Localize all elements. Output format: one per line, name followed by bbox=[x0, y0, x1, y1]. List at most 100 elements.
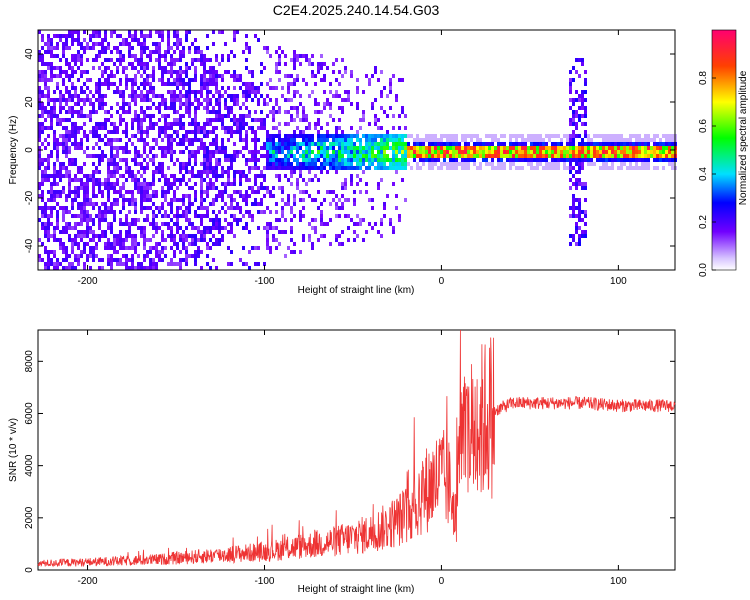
spectrogram-cell bbox=[260, 182, 263, 186]
spectrogram-cell bbox=[86, 174, 89, 178]
spectrogram-cell bbox=[161, 126, 164, 130]
spectrogram-cell bbox=[107, 82, 110, 86]
spectrogram-cell bbox=[191, 234, 194, 238]
spectrogram-cell bbox=[569, 150, 572, 154]
spectrogram-cell bbox=[197, 214, 200, 218]
spectrogram-cell bbox=[83, 214, 86, 218]
spectrogram-cell bbox=[119, 242, 122, 246]
spectrogram-cell bbox=[41, 70, 44, 74]
spectrogram-cell bbox=[185, 130, 188, 134]
spectrogram-cell bbox=[170, 70, 173, 74]
spectrogram-cell bbox=[83, 246, 86, 250]
spectrogram-cell bbox=[215, 162, 218, 166]
spectrogram-cell bbox=[182, 174, 185, 178]
spectrogram-cell bbox=[254, 118, 257, 122]
spectrogram-cell bbox=[146, 130, 149, 134]
spectrogram-cell bbox=[215, 82, 218, 86]
spectrogram-cell bbox=[311, 90, 314, 94]
spectrogram-cell bbox=[53, 110, 56, 114]
spectrogram-cell bbox=[56, 150, 59, 154]
spectrogram-cell bbox=[281, 214, 284, 218]
spectrogram-cell bbox=[116, 250, 119, 254]
spectrogram-cell bbox=[80, 254, 83, 258]
spectrogram-cell bbox=[155, 58, 158, 62]
spectrogram-cell bbox=[500, 166, 503, 170]
spectrogram-cell bbox=[68, 150, 71, 154]
spectrogram-cell bbox=[167, 78, 170, 82]
spectrogram-cell bbox=[116, 182, 119, 186]
spectrogram-cell bbox=[434, 134, 437, 138]
spectrogram-cell bbox=[191, 154, 194, 158]
spectrogram-cell bbox=[140, 50, 143, 54]
spectrogram-cell bbox=[242, 122, 245, 126]
spectrogram-cell bbox=[623, 158, 626, 162]
spectrogram-cell bbox=[104, 206, 107, 210]
spectrogram-cell bbox=[89, 114, 92, 118]
spectrogram-cell bbox=[461, 166, 464, 170]
spectrogram-cell bbox=[302, 190, 305, 194]
spectrogram-cell bbox=[284, 166, 287, 170]
spectrogram-cell bbox=[167, 226, 170, 230]
spectrogram-cell bbox=[140, 98, 143, 102]
spectrogram-cell bbox=[545, 154, 548, 158]
spectrogram-cell bbox=[578, 234, 581, 238]
spectrogram-cell bbox=[179, 74, 182, 78]
spectrogram-cell bbox=[44, 246, 47, 250]
spectrogram-cell bbox=[350, 162, 353, 166]
spectrogram-cell bbox=[161, 206, 164, 210]
spectrogram-cell bbox=[56, 66, 59, 70]
spectrogram-cell bbox=[92, 194, 95, 198]
spectrogram-cell bbox=[194, 238, 197, 242]
spectrogram-cell bbox=[80, 202, 83, 206]
spectrogram-cell bbox=[131, 238, 134, 242]
spectrogram-cell bbox=[572, 198, 575, 202]
spectrogram-cell bbox=[131, 242, 134, 246]
spectrogram-cell bbox=[119, 158, 122, 162]
spectrogram-cell bbox=[116, 242, 119, 246]
spectrogram-cell bbox=[284, 146, 287, 150]
spectrogram-cell bbox=[200, 90, 203, 94]
spectrogram-cell bbox=[257, 226, 260, 230]
spectrogram-cell bbox=[74, 110, 77, 114]
spectrogram-cell bbox=[233, 206, 236, 210]
spectrogram-cell bbox=[572, 78, 575, 82]
spectrogram-cell bbox=[377, 118, 380, 122]
spectrogram-cell bbox=[449, 162, 452, 166]
spectrogram-cell bbox=[194, 174, 197, 178]
spectrogram-cell bbox=[290, 210, 293, 214]
spectrogram-cell bbox=[584, 198, 587, 202]
spectrogram-cell bbox=[206, 86, 209, 90]
spectrogram-cell bbox=[101, 218, 104, 222]
spectrogram-cell bbox=[497, 154, 500, 158]
spectrogram-cell bbox=[197, 226, 200, 230]
spectrogram-cell bbox=[212, 130, 215, 134]
spectrogram-cell bbox=[161, 66, 164, 70]
spectrogram-cell bbox=[569, 86, 572, 90]
spectrogram-cell bbox=[227, 54, 230, 58]
spectrogram-cell bbox=[185, 170, 188, 174]
spectrogram-cell bbox=[206, 210, 209, 214]
spectrogram-cell bbox=[545, 146, 548, 150]
spectrogram-cell bbox=[71, 142, 74, 146]
spectrogram-cell bbox=[41, 190, 44, 194]
spectrogram-cell bbox=[59, 34, 62, 38]
spectrogram-cell bbox=[254, 130, 257, 134]
spectrogram-cell bbox=[182, 94, 185, 98]
spectrogram-cell bbox=[329, 82, 332, 86]
spectrogram-cell bbox=[188, 158, 191, 162]
spectrogram-cell bbox=[215, 242, 218, 246]
spectrogram-cell bbox=[47, 162, 50, 166]
spectrogram-cell bbox=[164, 106, 167, 110]
spectrogram-cell bbox=[572, 138, 575, 142]
spectrogram-cell bbox=[41, 158, 44, 162]
spectrogram-cell bbox=[671, 134, 674, 138]
spectrogram-cell bbox=[323, 162, 326, 166]
spectrogram-xlabel: Height of straight line (km) bbox=[298, 285, 415, 296]
spectrogram-cell bbox=[233, 30, 236, 34]
spectrogram-cell bbox=[185, 218, 188, 222]
spectrogram-cell bbox=[155, 230, 158, 234]
spectrogram-cell bbox=[548, 138, 551, 142]
spectrogram-cell bbox=[338, 154, 341, 158]
spectrogram-cell bbox=[68, 174, 71, 178]
spectrogram-cell bbox=[104, 126, 107, 130]
